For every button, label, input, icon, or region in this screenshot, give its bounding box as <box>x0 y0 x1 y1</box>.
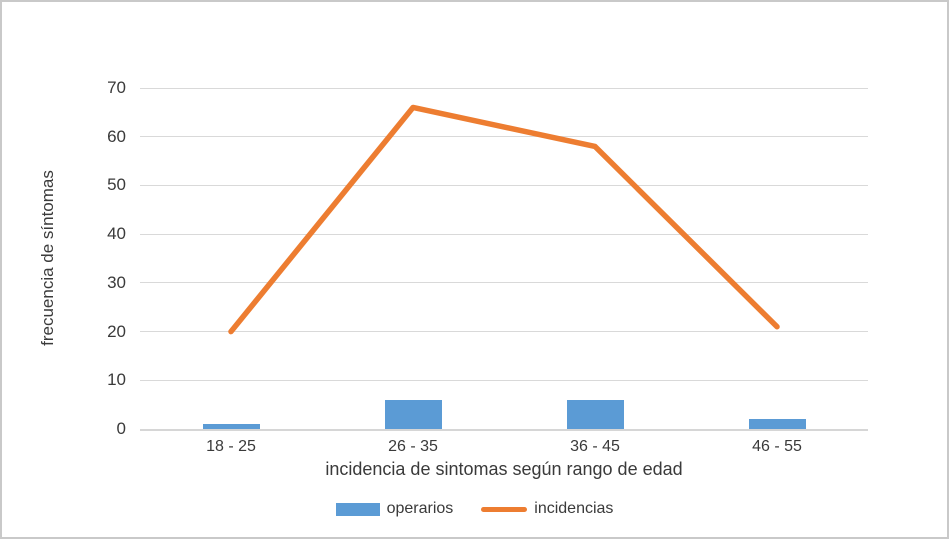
gridline-50 <box>140 184 868 186</box>
gridline-40 <box>140 233 868 235</box>
x-axis-title: incidencia de sintomas según rango de ed… <box>325 459 683 479</box>
gridline-30 <box>140 282 868 284</box>
bar-operarios-36-45 <box>566 399 624 429</box>
y-tick-label-40: 40 <box>107 224 126 244</box>
legend: operarios incidencias <box>2 500 947 518</box>
bar-operarios-18-25 <box>202 424 260 429</box>
bar-operarios-26-35 <box>384 399 442 429</box>
legend-label-incidencias: incidencias <box>534 500 614 517</box>
legend-line-swatch-icon <box>481 506 528 512</box>
y-tick-label-60: 60 <box>107 126 126 146</box>
gridline-10 <box>140 379 868 381</box>
legend-bar-swatch-icon <box>335 502 380 516</box>
y-tick-label-50: 50 <box>107 175 126 195</box>
x-axis-line <box>140 429 868 431</box>
y-tick-label-10: 10 <box>107 370 126 390</box>
y-axis-title: frecuencia de síntomas <box>38 170 57 346</box>
gridline-70 <box>140 87 868 89</box>
gridline-20 <box>140 331 868 333</box>
gridline-60 <box>140 136 868 138</box>
y-tick-label-20: 20 <box>107 321 126 341</box>
x-tick-label-26-35: 26 - 35 <box>388 438 438 455</box>
y-tick-label-70: 70 <box>107 78 126 97</box>
x-tick-label-46-55: 46 - 55 <box>752 438 802 455</box>
x-tick-label-18-25: 18 - 25 <box>206 438 256 455</box>
line-series-incidencias <box>228 104 780 335</box>
plot-area <box>140 87 868 431</box>
legend-item-incidencias: incidencias <box>481 500 613 518</box>
legend-item-operarios: operarios <box>335 500 454 518</box>
y-tick-label-0: 0 <box>116 419 126 438</box>
bar-operarios-46-55 <box>748 419 806 429</box>
legend-label-operarios: operarios <box>386 500 454 517</box>
line-path-incidencias <box>228 104 780 335</box>
y-tick-label-30: 30 <box>107 272 126 292</box>
x-tick-label-36-45: 36 - 45 <box>570 438 620 455</box>
